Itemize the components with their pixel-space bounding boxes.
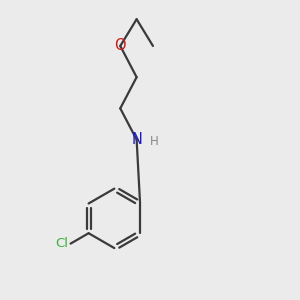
Text: N: N	[131, 132, 142, 147]
Text: H: H	[150, 135, 159, 148]
Text: O: O	[115, 38, 126, 53]
Text: Cl: Cl	[55, 237, 68, 250]
